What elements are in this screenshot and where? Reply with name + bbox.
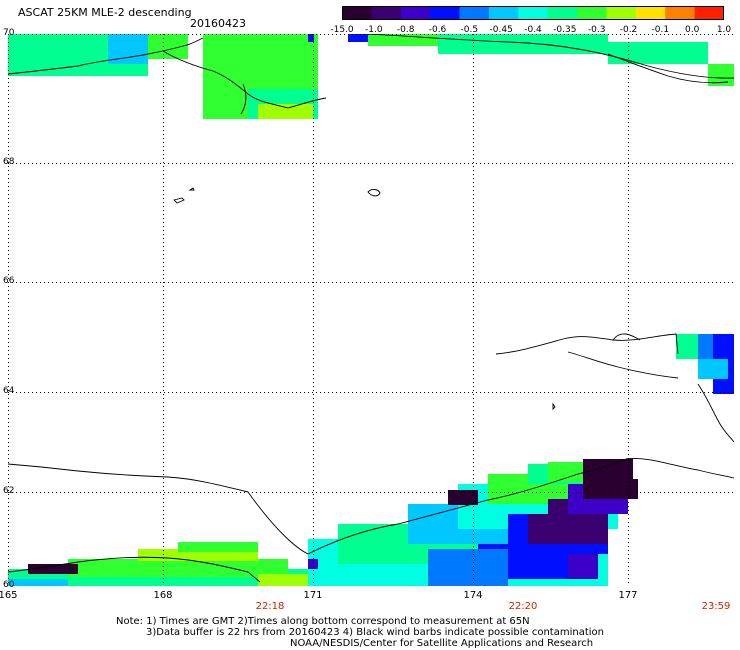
latitude-label: 66 bbox=[3, 276, 15, 286]
colorbar-segment bbox=[400, 6, 431, 20]
swath-cell bbox=[568, 554, 598, 579]
swath-cell bbox=[698, 359, 728, 379]
longitude-label: 168 bbox=[153, 590, 173, 601]
swath-cell bbox=[708, 64, 734, 86]
note-line-2: 3)Data buffer is 22 hrs from 20160423 4)… bbox=[146, 627, 604, 638]
swath-cell bbox=[448, 490, 478, 505]
swath-cell bbox=[608, 479, 638, 499]
colorbar-segment bbox=[577, 6, 607, 20]
colorbar-segment bbox=[459, 6, 490, 20]
colorbar-label: -0.4 bbox=[524, 25, 542, 35]
scatterometer-swath bbox=[8, 34, 734, 586]
swath-cell bbox=[8, 579, 68, 586]
swath-cell bbox=[308, 34, 314, 42]
colorbar-label: -0.5 bbox=[460, 25, 479, 35]
longitude-label: 174 bbox=[463, 590, 483, 601]
colorbar-segment bbox=[342, 6, 372, 20]
colorbar-label: 1.0 bbox=[716, 25, 732, 35]
swath-cell bbox=[438, 34, 608, 54]
longitude-label: 177 bbox=[618, 590, 638, 601]
colorbar-segment bbox=[665, 6, 696, 20]
longitude-label: 165 bbox=[0, 590, 18, 601]
swath-cell bbox=[258, 104, 313, 119]
swath-cell bbox=[28, 564, 78, 574]
colorbar-segment bbox=[694, 6, 724, 20]
colorbar-label: 0.0 bbox=[684, 25, 700, 35]
note-line-3: NOAA/NESDIS/Center for Satellite Applica… bbox=[290, 638, 594, 649]
colorbar-segment bbox=[371, 6, 402, 20]
swath-cell bbox=[428, 549, 508, 586]
colorbar-label: -0.45 bbox=[489, 25, 513, 35]
longitude-label: 171 bbox=[303, 590, 323, 601]
colorbar-label: -1.0 bbox=[365, 25, 383, 35]
time-label: 23:59 bbox=[701, 601, 731, 612]
time-label: 22:20 bbox=[508, 601, 538, 612]
latitude-label: 62 bbox=[3, 486, 15, 496]
colorbar-label: -0.35 bbox=[553, 25, 577, 35]
colorbar-label: -0.2 bbox=[619, 25, 638, 35]
colorbar-segment bbox=[547, 6, 578, 20]
coastline bbox=[8, 34, 734, 583]
colorbar bbox=[342, 6, 724, 20]
latitude-label: 68 bbox=[3, 157, 15, 167]
colorbar-segment bbox=[488, 6, 519, 20]
map-plot bbox=[8, 34, 734, 586]
swath-cell bbox=[68, 559, 288, 577]
swath-cell bbox=[308, 559, 318, 569]
colorbar-segment bbox=[518, 6, 549, 20]
colorbar-label: -15.0 bbox=[330, 25, 354, 35]
colorbar-label: -0.8 bbox=[396, 25, 415, 35]
lat-lon-grid bbox=[8, 34, 734, 586]
colorbar-segment bbox=[430, 6, 461, 20]
colorbar-label: -0.1 bbox=[651, 25, 670, 35]
latitude-label: 70 bbox=[3, 28, 15, 38]
swath-cell bbox=[258, 574, 308, 586]
colorbar-segment bbox=[635, 6, 666, 20]
time-label: 22:18 bbox=[255, 601, 285, 612]
swath-cell bbox=[178, 542, 258, 552]
note-line-1: Note: 1) Times are GMT 2)Times along bot… bbox=[116, 616, 530, 627]
map-date: 20160423 bbox=[190, 17, 246, 30]
colorbar-label: -0.3 bbox=[587, 25, 606, 35]
latitude-label: 64 bbox=[3, 386, 15, 396]
colorbar-segment bbox=[606, 6, 637, 20]
colorbar-label: -0.6 bbox=[428, 25, 447, 35]
latitude-label: 60 bbox=[3, 580, 15, 590]
map-title: ASCAT 25KM MLE-2 descending bbox=[18, 6, 192, 19]
swath-cell bbox=[608, 42, 708, 64]
